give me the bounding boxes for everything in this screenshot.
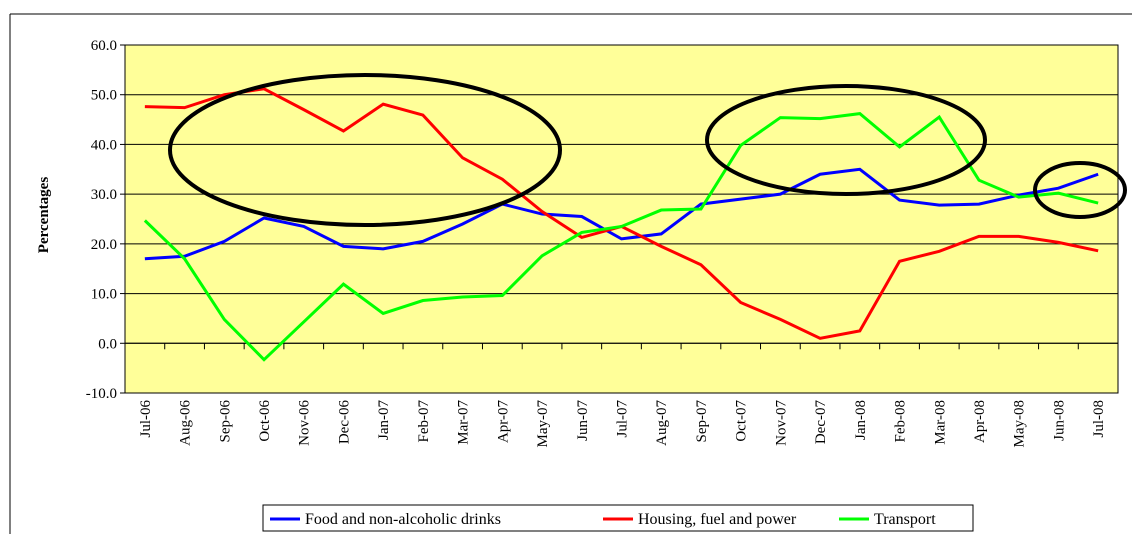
plot-area: -10.0 0.0 10.0 20.0 30.0 40.0 50.0 60.0 Jul-06 Au…: [86, 38, 1119, 448]
annotation-ellipse: [1033, 161, 1127, 219]
x-tick-label: Mar-08: [932, 400, 948, 445]
y-tick-label: -10.0: [86, 386, 117, 402]
x-tick-label: Feb-08: [893, 400, 909, 443]
y-tick-label: 40.0: [91, 137, 117, 153]
x-tick-label: May-08: [1012, 400, 1028, 448]
legend-label: Transport: [874, 511, 936, 528]
x-tick-label: Feb-07: [416, 400, 432, 443]
y-tick-label: 10.0: [91, 287, 117, 303]
x-tick-label: Jun-07: [575, 400, 591, 441]
x-tick-label: Dec-07: [813, 400, 829, 445]
y-axis-label: Percentages: [36, 177, 52, 254]
legend-label: Housing, fuel and power: [638, 511, 797, 528]
x-tick-label: Dec-06: [336, 400, 352, 445]
x-tick-label: Sep-06: [217, 400, 233, 443]
x-tick-label: Aug-07: [654, 400, 670, 446]
x-tick-label: Jan-08: [853, 400, 869, 440]
x-tick-label: Nov-06: [297, 400, 313, 446]
x-tick-label: Aug-06: [178, 400, 194, 446]
x-tick-label: Jul-07: [615, 400, 631, 438]
series-line: [143, 112, 1099, 362]
y-tick-label: 0.0: [98, 336, 117, 352]
legend-label: Food and non-alcoholic drinks: [305, 511, 501, 528]
y-tick-label: 30.0: [91, 187, 117, 203]
x-tick-label: Jul-06: [138, 400, 154, 438]
annotation-ellipse: [168, 73, 562, 227]
x-tick-label: Nov-07: [773, 400, 789, 446]
y-tick-label: 20.0: [91, 237, 117, 253]
x-tick-label: May-07: [535, 400, 551, 448]
x-tick-label: Jul-08: [1091, 400, 1107, 438]
y-tick-label: 50.0: [91, 88, 117, 104]
x-tick-label: Jan-07: [376, 400, 392, 440]
x-tick-label: Apr-07: [495, 400, 511, 444]
x-tick-label: Oct-07: [734, 400, 750, 442]
annotations: [168, 73, 1127, 227]
x-tick-label: Jun-08: [1051, 400, 1067, 441]
x-tick-label: Mar-07: [456, 400, 472, 445]
annotation-ellipse: [705, 84, 987, 196]
legend-entries: Food and non-alcoholic drinks Housing, fu…: [270, 511, 936, 528]
x-tick-label: Sep-07: [694, 400, 710, 443]
x-tick-label: Oct-06: [257, 400, 273, 442]
x-tick-label: Apr-08: [972, 400, 988, 443]
series-line: [144, 167, 1099, 261]
y-tick-label: 60.0: [91, 38, 117, 54]
